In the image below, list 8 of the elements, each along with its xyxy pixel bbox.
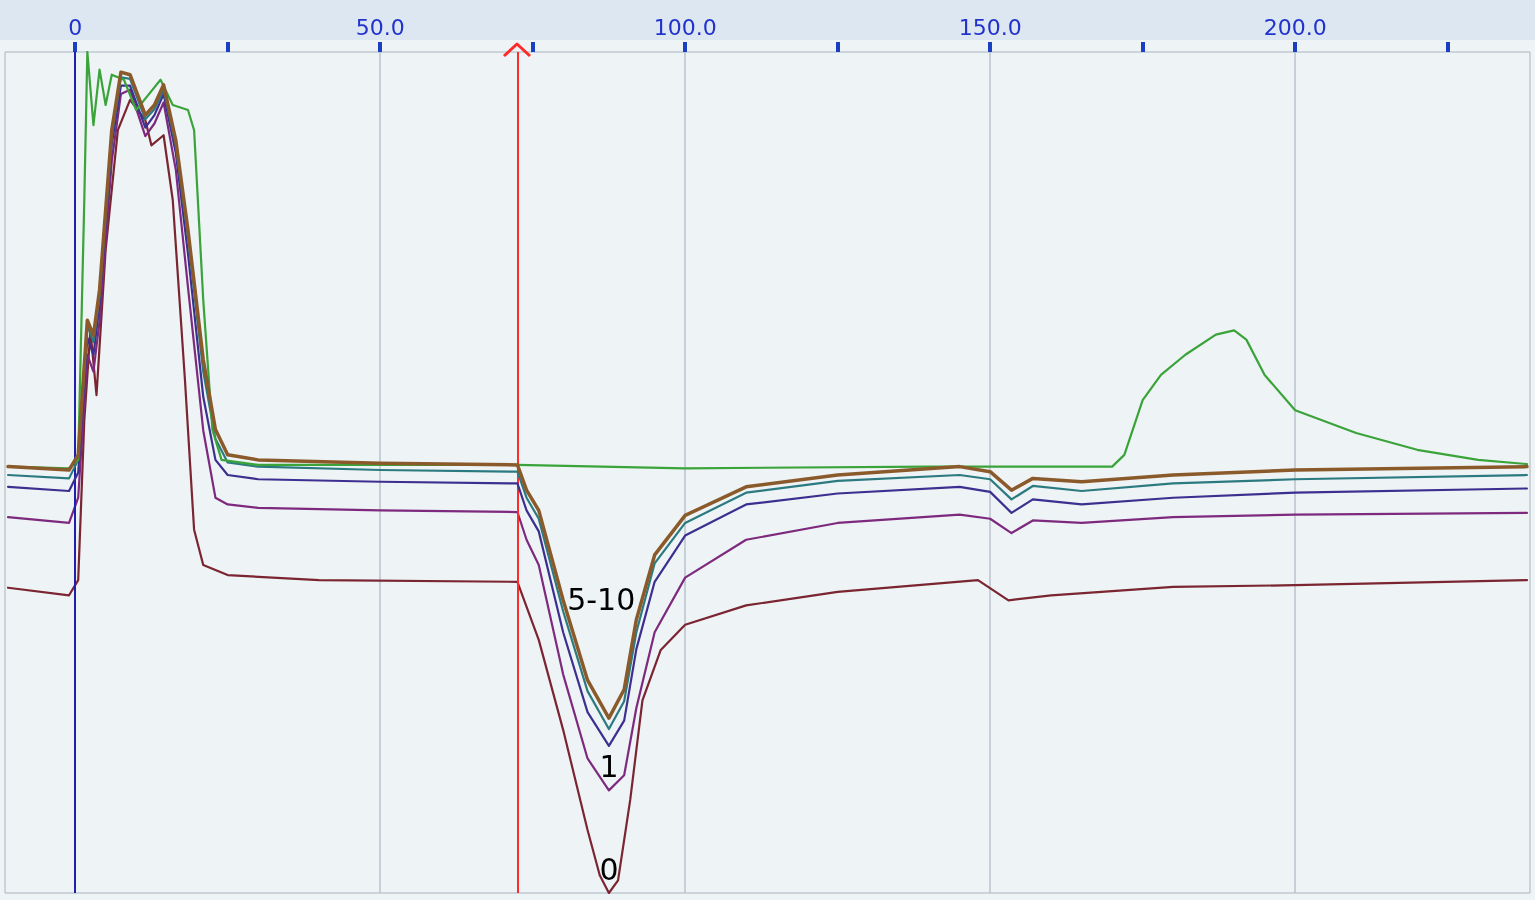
series-label: 5-10 [567,582,636,618]
series-label: 0 [599,852,619,887]
series-label: 1 [599,749,619,785]
x-tick-label: 150.0 [958,14,1022,40]
x-tick-label: 200.0 [1263,14,1327,40]
x-tick-label: 0 [68,14,83,40]
x-tick-label: 50.0 [355,14,405,40]
x-tick-label: 100.0 [653,14,717,40]
